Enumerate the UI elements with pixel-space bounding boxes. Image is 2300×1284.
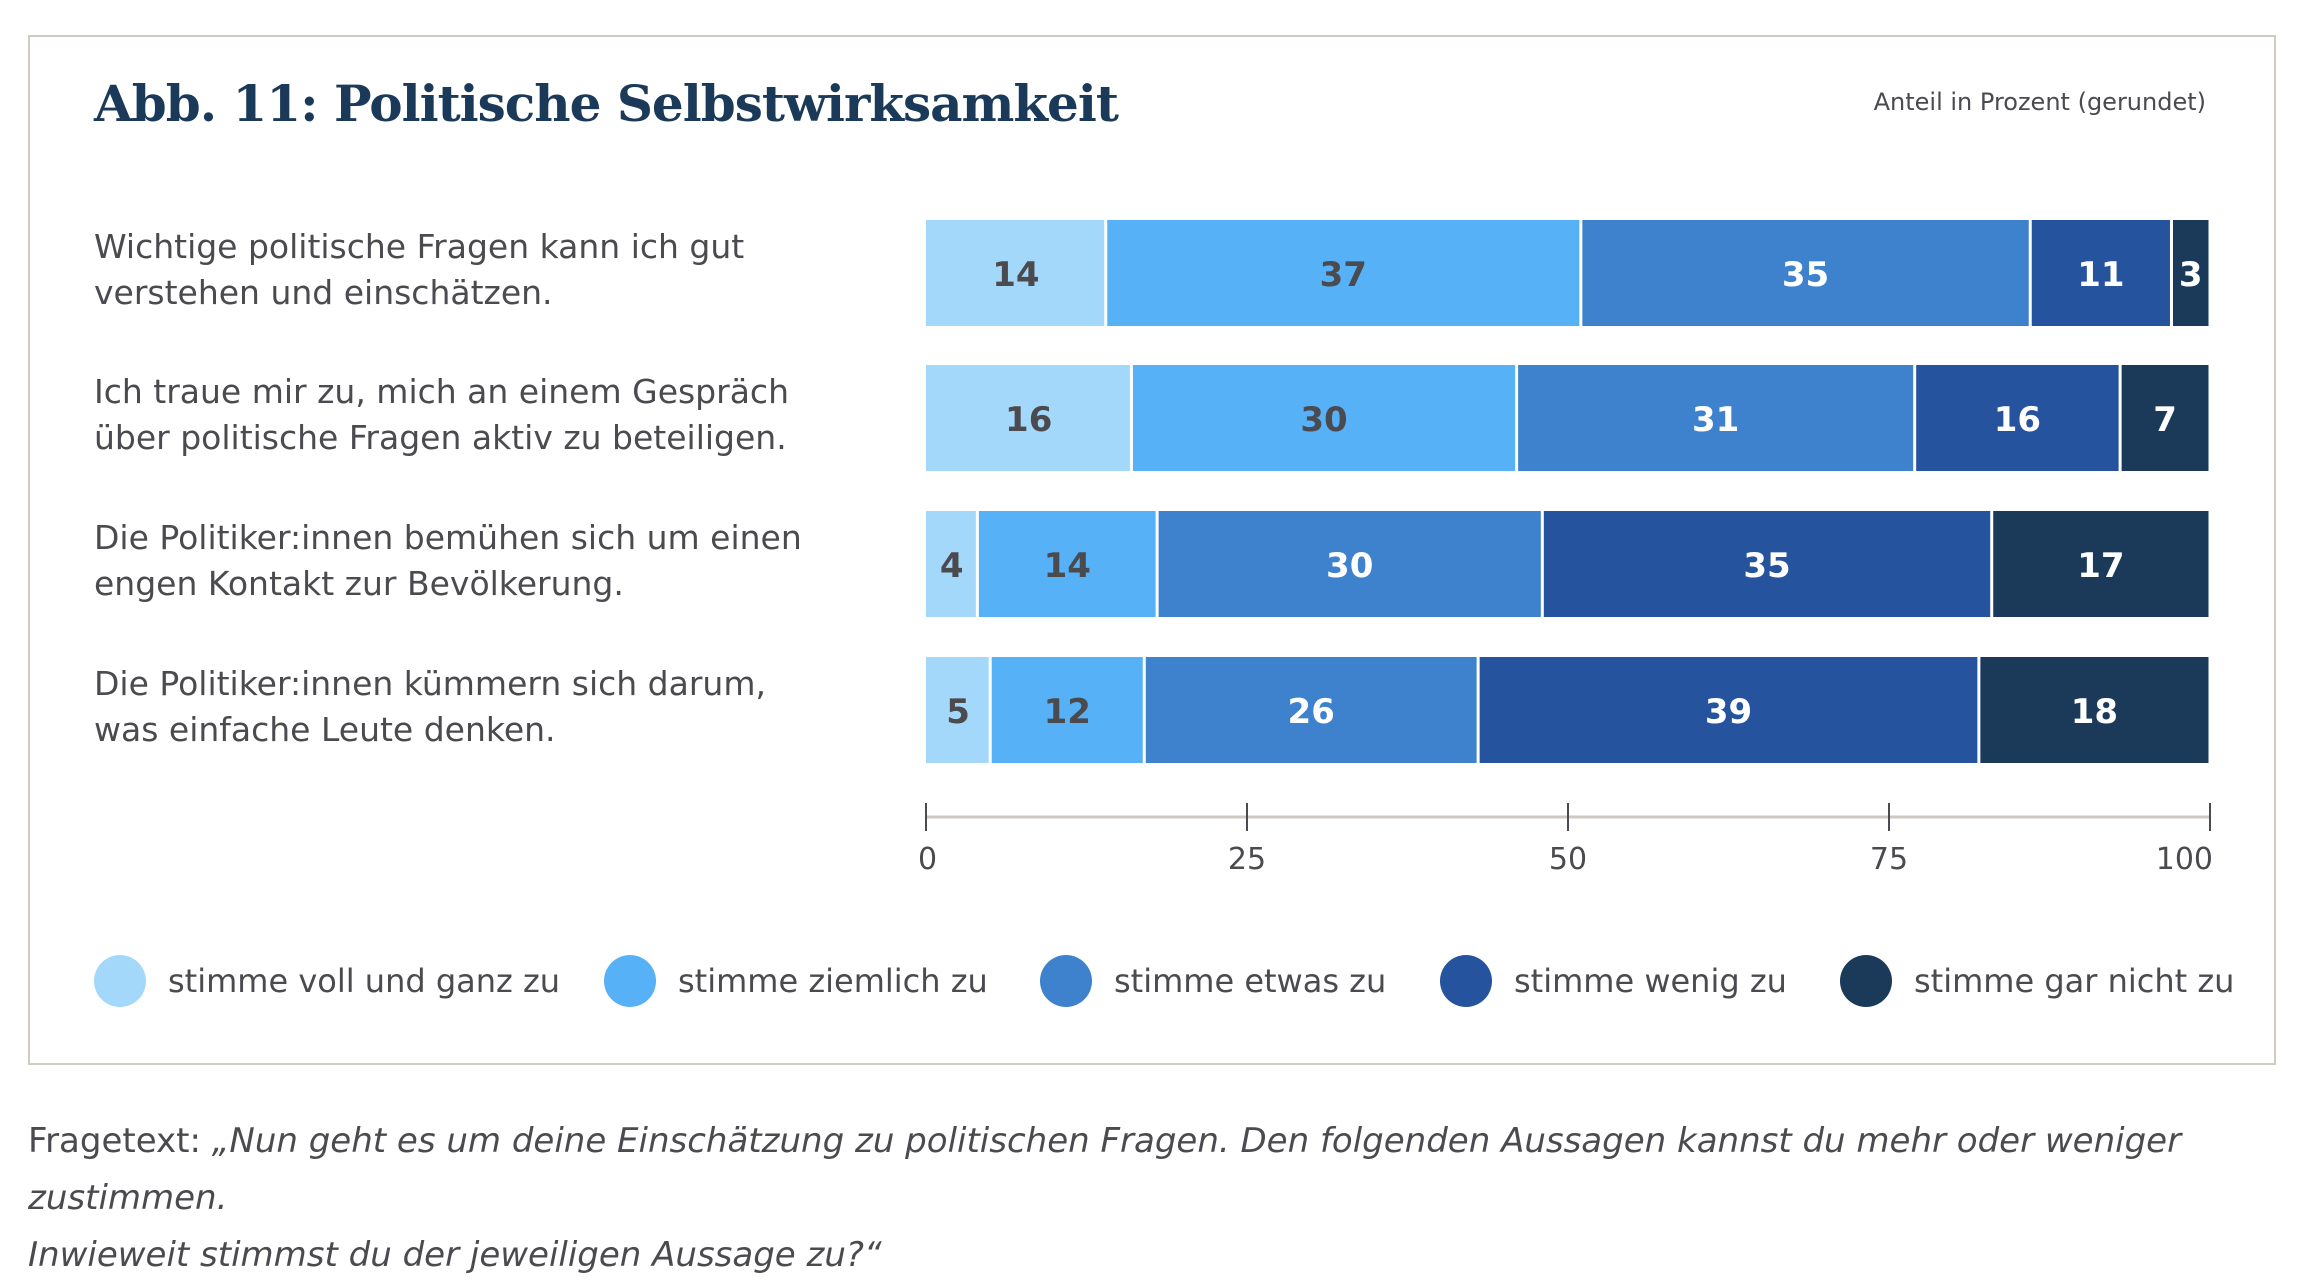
legend-item: stimme ziemlich zu [604,955,988,1007]
chart-title: Abb. 11: Politische Selbstwirksamkeit [94,74,1119,133]
bar-segment [1993,511,2209,617]
bar-segment [926,220,1105,326]
bar-value-label: 16 [1994,400,2041,440]
row-label: Ich traue mir zu, mich an einem Gespräch… [94,369,874,461]
row-label-line: Die Politiker:innen bemühen sich um eine… [94,518,802,557]
bar-segment [1132,365,1516,471]
bar-segment [978,511,1156,617]
question-footer: Fragetext: „Nun geht es um deine Einschä… [28,1113,2288,1284]
bar-segment [1916,365,2119,471]
bar-value-label: 30 [1326,546,1373,586]
legend-swatch-icon [604,955,656,1007]
footer-question-line2: Inwieweit stimmst du der jeweiligen Auss… [28,1235,882,1275]
legend-label: stimme etwas zu [1114,962,1387,1000]
bar-value-label: 35 [1782,255,1829,295]
bar-value-label: 7 [2153,400,2177,440]
bar-segment [2121,365,2209,471]
legend-label: stimme wenig zu [1514,962,1787,1000]
stacked-bar-chart: 14 37 35 11 3 16 30 31 16 7 4 14 30 35 17 5 12 26 39 18 0 25 5… [918,220,2213,877]
bar-value-label: 14 [992,255,1039,295]
bar-value-label: 35 [1743,546,1790,586]
bar-value-label: 31 [1692,400,1739,440]
row-label-line: was einfache Leute denken. [94,710,556,749]
legend-swatch-icon [1440,955,1492,1007]
footer-question-line1: „Nun geht es um deine Einschätzung zu po… [28,1121,2182,1218]
bar-segment [1543,511,1991,617]
bar-segment [1145,657,1477,763]
row-label-line: Wichtige politische Fragen kann ich gut [94,227,745,266]
bar-value-label: 18 [2071,692,2118,732]
bar-segment [991,657,1143,763]
footer-prefix: Fragetext: [28,1121,212,1161]
legend-label: stimme ziemlich zu [678,962,988,1000]
row-label: Die Politiker:innen kümmern sich darum, w… [94,661,874,753]
bar-segment [1518,365,1914,471]
bar-value-label: 16 [1005,400,1052,440]
bar-segment [1980,657,2209,763]
legend-label: stimme gar nicht zu [1914,962,2235,1000]
bar-value-label: 5 [946,692,970,732]
bar-value-label: 3 [2179,255,2203,295]
unit-note: Anteil in Prozent (gerundet) [1873,88,2206,116]
bar-segment [926,657,989,763]
row-label-line: über politische Fragen aktiv zu beteilig… [94,418,787,457]
bar-value-label: 26 [1288,692,1335,732]
legend-item: stimme etwas zu [1040,955,1386,1007]
bar-value-label: 4 [940,546,964,586]
x-tick-label: 100 [2156,842,2213,877]
bar-value-label: 37 [1320,255,1367,295]
bar-value-label: 30 [1300,400,1347,440]
x-tick-label: 25 [1228,842,1266,877]
bar-segment [1107,220,1580,326]
legend-label: stimme voll und ganz zu [168,962,561,1000]
bar-segment [2172,220,2209,326]
legend-item: stimme voll und ganz zu [94,955,560,1007]
x-tick-label: 0 [918,842,937,877]
bar-value-label: 11 [2077,255,2124,295]
row-label-line: Die Politiker:innen kümmern sich darum, [94,664,766,703]
bar-segment [1582,220,2029,326]
legend-item: stimme gar nicht zu [1840,955,2234,1007]
legend-swatch-icon [1840,955,1892,1007]
row-label-line: verstehen und einschätzen. [94,273,553,312]
bar-value-label: 12 [1044,692,1091,732]
row-label: Wichtige politische Fragen kann ich gut v… [94,224,874,316]
x-tick-label: 75 [1870,842,1908,877]
bar-value-label: 14 [1044,546,1091,586]
bar-segment [1479,657,1978,763]
row-label-line: Ich traue mir zu, mich an einem Gespräch [94,372,789,411]
legend-swatch-icon [1040,955,1092,1007]
legend-swatch-icon [94,955,146,1007]
bar-value-label: 39 [1705,692,1752,732]
bar-segment [2031,220,2170,326]
x-tick-label: 50 [1549,842,1587,877]
row-label: Die Politiker:innen bemühen sich um eine… [94,515,874,607]
bar-value-label: 17 [2077,546,2124,586]
bar-segment [926,511,976,617]
legend-item: stimme wenig zu [1440,955,1787,1007]
bar-segment [1158,511,1541,617]
row-label-line: engen Kontakt zur Bevölkerung. [94,564,624,603]
bar-segment [926,365,1130,471]
